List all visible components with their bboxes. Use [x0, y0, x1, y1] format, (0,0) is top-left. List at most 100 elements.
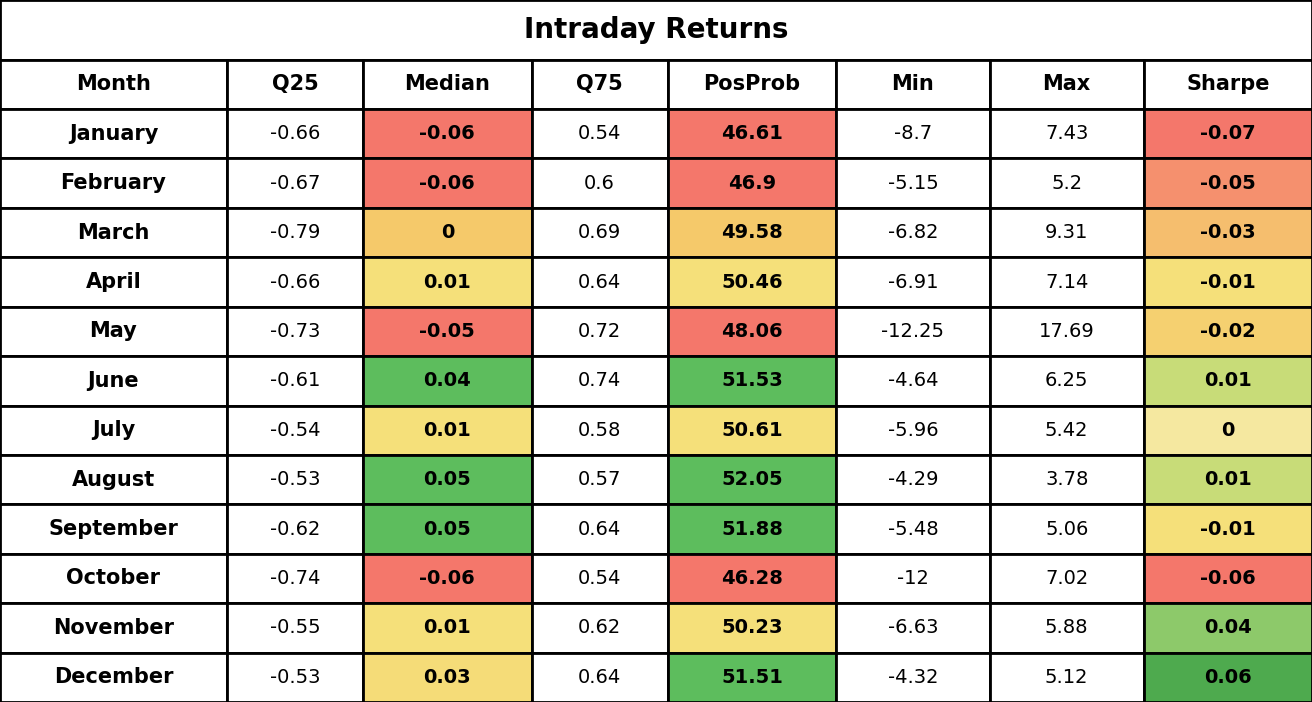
Bar	[227, 159, 363, 208]
Bar	[363, 406, 531, 455]
Text: 0.03: 0.03	[424, 668, 471, 687]
Text: August: August	[72, 470, 155, 490]
Bar	[668, 356, 836, 406]
Text: 6.25: 6.25	[1044, 371, 1089, 390]
Bar	[0, 455, 227, 504]
Text: -0.55: -0.55	[270, 618, 320, 637]
Bar	[836, 60, 989, 109]
Bar	[0, 653, 227, 702]
Bar	[0, 603, 227, 653]
Text: 0.62: 0.62	[579, 618, 622, 637]
Bar	[668, 653, 836, 702]
Bar	[668, 603, 836, 653]
Bar	[531, 60, 668, 109]
Text: 0.01: 0.01	[1204, 470, 1252, 489]
Text: June: June	[88, 371, 139, 391]
Bar	[989, 406, 1144, 455]
Bar	[0, 307, 227, 356]
Text: 0.01: 0.01	[424, 618, 471, 637]
Bar	[363, 258, 531, 307]
Text: 0: 0	[1221, 420, 1235, 439]
Bar	[989, 109, 1144, 159]
Bar	[363, 504, 531, 554]
Bar	[0, 356, 227, 406]
Bar	[668, 554, 836, 603]
Bar	[836, 603, 989, 653]
Text: 46.61: 46.61	[722, 124, 783, 143]
Bar	[836, 258, 989, 307]
Bar	[0, 554, 227, 603]
Bar	[1144, 307, 1312, 356]
Bar	[989, 653, 1144, 702]
Bar	[363, 159, 531, 208]
Text: 50.46: 50.46	[722, 272, 783, 291]
Bar	[363, 208, 531, 258]
Bar	[531, 356, 668, 406]
Bar	[531, 603, 668, 653]
Bar	[0, 159, 227, 208]
Text: 0.04: 0.04	[424, 371, 471, 390]
Text: Sharpe: Sharpe	[1186, 74, 1270, 94]
Bar	[836, 159, 989, 208]
Text: October: October	[67, 569, 160, 588]
Text: -0.03: -0.03	[1200, 223, 1256, 242]
Bar	[227, 504, 363, 554]
Bar	[668, 455, 836, 504]
Bar	[668, 307, 836, 356]
Text: 51.51: 51.51	[722, 668, 783, 687]
Bar	[1144, 653, 1312, 702]
Bar	[989, 258, 1144, 307]
Text: 0.01: 0.01	[424, 272, 471, 291]
Text: 7.02: 7.02	[1046, 569, 1089, 588]
Text: -0.54: -0.54	[270, 420, 320, 439]
Bar	[531, 307, 668, 356]
Bar	[836, 109, 989, 159]
Bar	[1144, 109, 1312, 159]
Text: Month: Month	[76, 74, 151, 94]
Text: 0.57: 0.57	[579, 470, 622, 489]
Bar	[989, 356, 1144, 406]
Bar	[989, 60, 1144, 109]
Bar	[227, 653, 363, 702]
Text: May: May	[89, 322, 138, 341]
Text: -0.07: -0.07	[1200, 124, 1256, 143]
Bar	[1144, 455, 1312, 504]
Bar	[363, 653, 531, 702]
Bar	[227, 307, 363, 356]
Text: -0.06: -0.06	[420, 569, 475, 588]
Text: -0.61: -0.61	[270, 371, 320, 390]
Bar	[989, 159, 1144, 208]
Text: March: March	[77, 223, 150, 243]
Bar	[0, 208, 227, 258]
Bar	[0, 0, 1312, 60]
Text: 0.54: 0.54	[579, 569, 622, 588]
Bar	[836, 208, 989, 258]
Bar	[836, 554, 989, 603]
Text: -5.96: -5.96	[888, 420, 938, 439]
Text: 0.64: 0.64	[579, 519, 622, 538]
Bar	[227, 258, 363, 307]
Text: 0.58: 0.58	[579, 420, 622, 439]
Text: -5.48: -5.48	[888, 519, 938, 538]
Bar	[836, 504, 989, 554]
Text: 0.05: 0.05	[424, 519, 471, 538]
Text: 17.69: 17.69	[1039, 322, 1094, 341]
Bar	[1144, 208, 1312, 258]
Text: -0.66: -0.66	[270, 124, 320, 143]
Text: January: January	[68, 124, 159, 144]
Text: 0.6: 0.6	[584, 173, 615, 192]
Text: February: February	[60, 173, 167, 193]
Text: -8.7: -8.7	[893, 124, 932, 143]
Bar	[531, 554, 668, 603]
Bar	[1144, 406, 1312, 455]
Text: 0.74: 0.74	[579, 371, 622, 390]
Text: 50.61: 50.61	[722, 420, 783, 439]
Text: 0.06: 0.06	[1204, 668, 1252, 687]
Text: September: September	[49, 519, 178, 539]
Text: -0.53: -0.53	[270, 668, 320, 687]
Bar	[531, 258, 668, 307]
Bar	[0, 109, 227, 159]
Bar	[531, 208, 668, 258]
Text: 0.54: 0.54	[579, 124, 622, 143]
Text: -0.01: -0.01	[1200, 519, 1256, 538]
